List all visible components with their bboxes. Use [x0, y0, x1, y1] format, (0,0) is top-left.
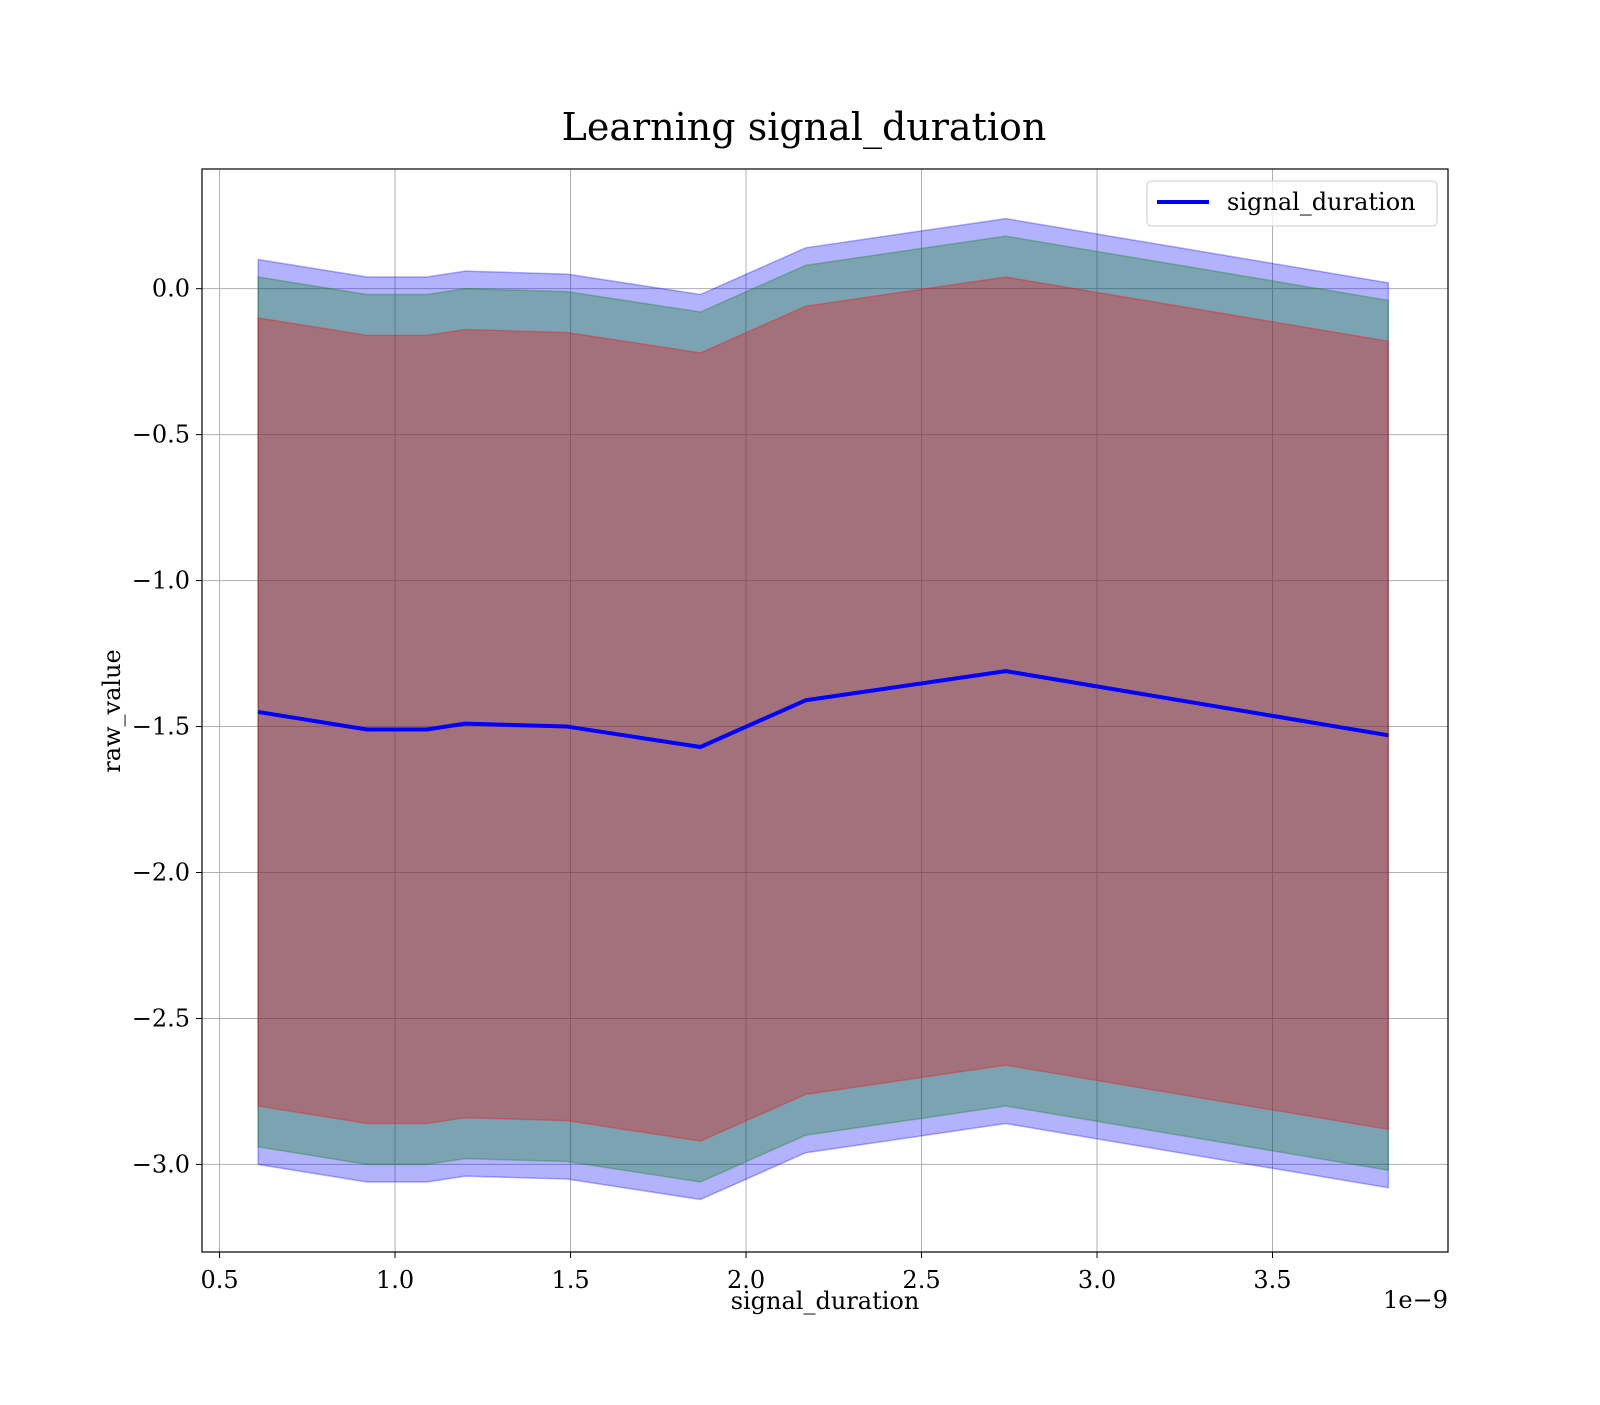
y-axis-ticks: 0.0 −0.5 −1.0 −1.5 −2.0 −2.5 −3.0	[132, 275, 202, 1178]
x-tick-label: 3.5	[1253, 1266, 1291, 1294]
band-layer	[257, 217, 1390, 1201]
y-tick-label: 0.0	[152, 275, 190, 303]
y-tick-label: −3.0	[132, 1150, 190, 1178]
x-tick-label: 0.5	[200, 1266, 238, 1294]
confidence-band-2	[257, 235, 1390, 1183]
x-axis-label: signal_duration	[731, 1287, 920, 1315]
line-layer	[257, 669, 1389, 749]
chart-title: Learning signal_duration	[562, 105, 1047, 150]
y-axis-label: raw_value	[98, 649, 126, 773]
series-line-signal-duration	[257, 669, 1389, 749]
x-tick-label: 3.0	[1078, 1266, 1116, 1294]
y-tick-label: −2.5	[132, 1004, 190, 1032]
x-tick-label: 1.5	[551, 1266, 589, 1294]
legend: signal_duration	[1146, 180, 1438, 227]
x-tick-label: 1.0	[376, 1266, 414, 1294]
grid-layer	[202, 169, 1448, 1252]
legend-label-signal-duration: signal_duration	[1227, 188, 1416, 216]
plot-frame	[201, 168, 1449, 1253]
y-tick-label: −2.0	[132, 859, 190, 887]
x-tick-label: 2.5	[902, 1266, 940, 1294]
y-tick-label: −1.0	[132, 567, 190, 595]
confidence-band-1	[257, 217, 1390, 1201]
y-tick-label: −0.5	[132, 421, 190, 449]
y-tick-label: −1.5	[132, 713, 190, 741]
confidence-band-3	[257, 276, 1390, 1142]
legend-box	[1146, 180, 1438, 227]
x-axis-offset-label: 1e−9	[1383, 1286, 1448, 1314]
x-tick-label: 2.0	[727, 1266, 765, 1294]
x-axis-ticks: 0.5 1.0 1.5 2.0 2.5 3.0 3.5	[200, 1252, 1292, 1294]
